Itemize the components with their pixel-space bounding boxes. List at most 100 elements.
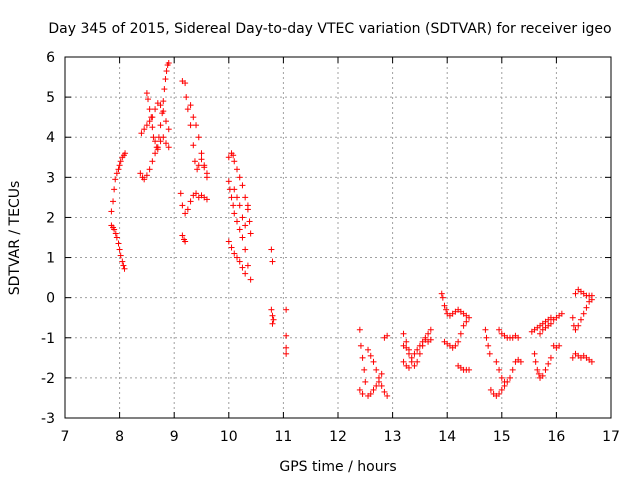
data-point xyxy=(236,258,243,265)
data-point xyxy=(244,202,251,209)
data-point xyxy=(283,332,290,339)
data-point xyxy=(157,122,164,129)
data-point xyxy=(532,358,539,365)
data-point xyxy=(121,265,128,272)
data-point xyxy=(365,346,372,353)
data-point xyxy=(498,374,505,381)
data-point xyxy=(143,172,150,179)
data-point xyxy=(373,366,380,373)
data-point xyxy=(236,202,243,209)
data-point xyxy=(239,182,246,189)
data-point xyxy=(556,342,563,349)
y-tick-label: 4 xyxy=(46,130,55,146)
data-point xyxy=(190,142,197,149)
y-tick-label: -2 xyxy=(41,371,55,387)
x-tick-label: 16 xyxy=(547,429,565,445)
data-point xyxy=(414,346,421,353)
data-point xyxy=(154,146,161,153)
data-point xyxy=(187,102,194,109)
data-point xyxy=(531,350,538,357)
data-point xyxy=(547,320,554,327)
data-point xyxy=(411,362,418,369)
data-point xyxy=(201,162,208,169)
data-point xyxy=(233,166,240,173)
y-tick-label: 0 xyxy=(46,291,55,307)
data-point xyxy=(141,126,148,133)
data-point xyxy=(152,150,159,157)
data-point xyxy=(182,210,189,217)
data-point xyxy=(496,366,503,373)
data-point xyxy=(575,322,582,329)
data-point xyxy=(160,98,167,105)
x-tick-label: 14 xyxy=(438,429,456,445)
data-point xyxy=(381,388,388,395)
data-point xyxy=(230,152,237,159)
data-point xyxy=(580,310,587,317)
y-axis-label: SDTVAR / TECUs xyxy=(7,181,23,296)
data-point xyxy=(373,382,380,389)
data-point xyxy=(115,166,122,173)
data-point xyxy=(159,110,166,117)
y-tick-label: 1 xyxy=(46,251,55,267)
data-point xyxy=(231,158,238,165)
data-point xyxy=(498,386,505,393)
data-point xyxy=(537,330,544,337)
y-tick-label: -1 xyxy=(41,331,55,347)
data-point xyxy=(148,114,155,121)
data-point xyxy=(228,244,235,251)
data-point xyxy=(195,134,202,141)
data-point xyxy=(403,344,410,351)
data-point xyxy=(486,350,493,357)
data-point xyxy=(357,342,364,349)
data-point xyxy=(506,374,513,381)
data-point xyxy=(193,190,200,197)
data-point xyxy=(569,354,576,361)
data-point xyxy=(116,246,123,253)
data-point xyxy=(283,350,290,357)
data-point xyxy=(182,238,189,245)
chart-title: Day 345 of 2015, Sidereal Day-to-day VTE… xyxy=(48,21,611,37)
x-tick-label: 15 xyxy=(493,429,511,445)
data-point xyxy=(187,198,194,205)
data-point xyxy=(233,194,240,201)
data-point xyxy=(236,174,243,181)
data-point xyxy=(517,358,524,365)
data-point xyxy=(116,162,123,169)
data-point xyxy=(177,190,184,197)
data-point xyxy=(194,166,201,173)
data-point xyxy=(198,150,205,157)
data-point xyxy=(400,330,407,337)
data-point xyxy=(270,316,277,323)
data-point xyxy=(403,338,410,345)
data-point xyxy=(184,206,191,213)
data-point xyxy=(405,350,412,357)
x-tick-labels: 7 8 9 10 11 12 13 14 15 16 17 xyxy=(61,429,620,445)
data-point xyxy=(119,258,126,265)
data-point xyxy=(233,218,240,225)
data-point xyxy=(165,60,172,67)
data-point xyxy=(162,76,169,83)
data-point xyxy=(269,258,276,265)
y-tick-label: -3 xyxy=(41,411,55,427)
data-point xyxy=(572,290,579,297)
data-point xyxy=(485,342,492,349)
data-point xyxy=(515,334,522,341)
x-tick-label: 10 xyxy=(220,429,238,445)
data-point xyxy=(122,150,129,157)
data-point xyxy=(198,156,205,163)
x-tick-label: 9 xyxy=(170,429,179,445)
data-point xyxy=(191,158,198,165)
data-point xyxy=(231,210,238,217)
data-point xyxy=(113,170,120,177)
data-point xyxy=(356,326,363,333)
data-point xyxy=(439,294,446,301)
y-tick-label: 2 xyxy=(46,210,55,226)
data-point xyxy=(400,358,407,365)
data-point xyxy=(588,292,595,299)
data-point xyxy=(244,262,251,269)
data-point xyxy=(242,194,249,201)
data-point xyxy=(246,218,253,225)
data-point xyxy=(269,312,276,319)
data-point xyxy=(155,134,162,141)
data-point xyxy=(455,338,462,345)
